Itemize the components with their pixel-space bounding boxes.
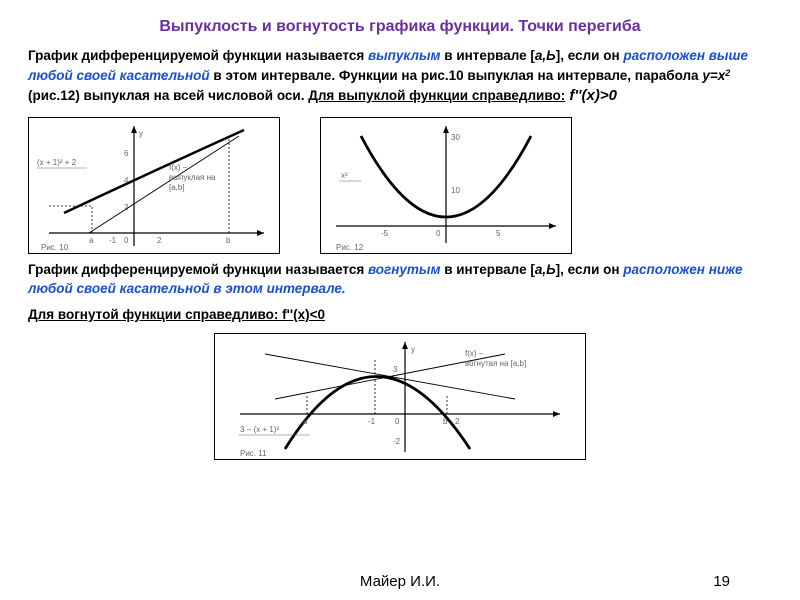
formula-convex: f''(x)>0: [565, 87, 617, 104]
svg-text:y: y: [139, 129, 143, 138]
svg-text:выпуклая на: выпуклая на: [169, 173, 216, 182]
svg-text:5: 5: [496, 229, 501, 238]
svg-text:-1: -1: [368, 417, 376, 426]
svg-text:y: y: [411, 345, 415, 354]
term-convex: выпуклым: [368, 48, 441, 63]
svg-text:2: 2: [157, 236, 162, 245]
svg-text:2: 2: [455, 417, 460, 426]
svg-text:6: 6: [124, 149, 129, 158]
svg-text:x²: x²: [341, 171, 348, 180]
text: ], если он: [556, 262, 624, 277]
page-title: Выпуклость и вогнутость графика функции.…: [28, 18, 772, 36]
svg-text:Рис. 12: Рис. 12: [336, 243, 364, 252]
figure-row-bottom: y 3 -1 a b 2 -2 0 3 − (x + 1)² f(x) – во…: [28, 333, 772, 460]
svg-text:-5: -5: [381, 229, 389, 238]
figure-10: y 6 4 2 a b 0 -1 2 (x + 1)² + 2 f(x) – в…: [28, 117, 280, 254]
text: в интервале [: [441, 48, 535, 63]
formula-concave: Для вогнутой функции справедливо: f''(x)…: [28, 307, 325, 322]
paragraph-concave: График дифференцируемой функции называет…: [28, 260, 772, 299]
svg-text:0: 0: [395, 417, 400, 426]
superscript-2: 2: [725, 68, 730, 78]
svg-text:0: 0: [436, 229, 441, 238]
svg-text:-1: -1: [109, 236, 117, 245]
convex-justification: Для выпуклой функции справедливо:: [308, 88, 565, 103]
page-number: 19: [713, 573, 730, 590]
text: График дифференцируемой функции называет…: [28, 262, 368, 277]
svg-text:f(x) –: f(x) –: [169, 163, 188, 172]
svg-text:4: 4: [124, 176, 129, 185]
svg-text:Рис. 10: Рис. 10: [41, 243, 69, 252]
svg-text:a: a: [303, 417, 308, 426]
svg-text:вогнутая на [a,b]: вогнутая на [a,b]: [465, 359, 526, 368]
text: ], если он: [556, 48, 624, 63]
paragraph-convex: График дифференцируемой функции называет…: [28, 46, 772, 107]
svg-text:-2: -2: [393, 437, 401, 446]
text: в интервале [: [440, 262, 534, 277]
svg-text:3 − (x + 1)²: 3 − (x + 1)²: [240, 425, 279, 434]
svg-text:[a,b]: [a,b]: [169, 183, 185, 192]
svg-text:2: 2: [124, 203, 129, 212]
interval-ab: a,Ь: [535, 48, 556, 63]
footer-author: Майер И.И.: [0, 573, 800, 590]
text: (рис.12) выпуклая на всей числовой оси.: [28, 88, 308, 103]
interval-ab: a,Ь: [535, 262, 556, 277]
svg-text:10: 10: [451, 186, 460, 195]
figure-row-top: y 6 4 2 a b 0 -1 2 (x + 1)² + 2 f(x) – в…: [28, 117, 772, 254]
svg-text:0: 0: [124, 236, 129, 245]
y-eq-xsq: y=x: [702, 68, 725, 83]
svg-text:b: b: [443, 417, 448, 426]
svg-text:b: b: [226, 236, 231, 245]
svg-text:(x + 1)² + 2: (x + 1)² + 2: [37, 158, 77, 167]
term-concave: вогнутым: [368, 262, 440, 277]
svg-text:f(x) –: f(x) –: [465, 349, 484, 358]
figure-12: 30 10 5 -5 0 x² Рис. 12: [320, 117, 572, 254]
svg-text:a: a: [89, 236, 94, 245]
svg-text:3: 3: [393, 365, 398, 374]
concave-justification: Для вогнутой функции справедливо: f''(x)…: [28, 305, 772, 325]
figure-11: y 3 -1 a b 2 -2 0 3 − (x + 1)² f(x) – во…: [214, 333, 586, 460]
svg-text:Рис. 11: Рис. 11: [240, 449, 267, 458]
svg-text:30: 30: [451, 133, 460, 142]
text: График дифференцируемой функции называет…: [28, 48, 368, 63]
text: в этом интервале. Функции на рис.10 выпу…: [210, 68, 703, 83]
